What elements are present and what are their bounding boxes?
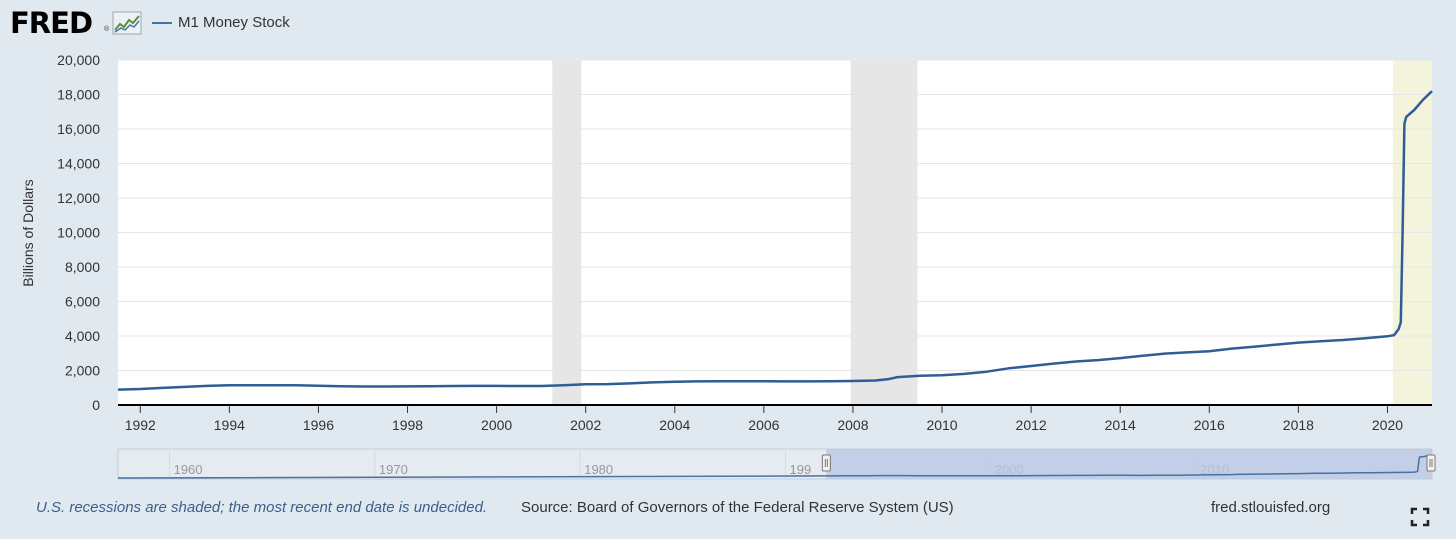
- x-axis: 1992 1994 1996 1998 2000 2002 2004 2006 2008 2010…: [125, 405, 1403, 433]
- y-tick-label: 10,000: [57, 225, 100, 241]
- legend-label: M1 Money Stock: [178, 14, 290, 31]
- y-tick-label: 4,000: [65, 328, 100, 344]
- x-tick-label: 2020: [1372, 417, 1403, 433]
- x-tick-label: 2000: [481, 417, 512, 433]
- x-tick-label: 2012: [1016, 417, 1047, 433]
- source-text: Source: Board of Governors of the Federa…: [521, 499, 954, 516]
- recession-note: U.S. recessions are shaded; the most rec…: [36, 499, 488, 516]
- y-tick-label: 6,000: [65, 294, 100, 310]
- x-tick-label: 1994: [214, 417, 245, 433]
- navigator-handle-left[interactable]: [821, 454, 831, 472]
- y-tick-label: 14,000: [57, 156, 100, 172]
- legend[interactable]: M1 Money Stock: [152, 14, 290, 31]
- x-tick-label: 1998: [392, 417, 423, 433]
- y-tick-label: 20,000: [57, 52, 100, 68]
- y-axis: 0 2,000 4,000 6,000 8,000 10,000 12,000 14,000 1…: [57, 52, 100, 413]
- navigator[interactable]: 19601970198019920002010: [117, 448, 1436, 480]
- navigator-selection[interactable]: [826, 449, 1432, 479]
- y-tick-label: 0: [92, 397, 100, 413]
- navigator-tick-label: 199: [790, 462, 812, 477]
- fred-link[interactable]: fred.stlouisfed.org: [1211, 499, 1331, 516]
- navigator-handle-right[interactable]: [1426, 454, 1436, 472]
- series-line-m1-money-stock[interactable]: [117, 90, 1433, 391]
- registered-mark: ®: [104, 26, 110, 33]
- x-tick-label: 2006: [748, 417, 779, 433]
- y-axis-label: Billions of Dollars: [20, 179, 36, 286]
- handle-grip[interactable]: [1426, 454, 1436, 472]
- handle-grip[interactable]: [821, 454, 831, 472]
- navigator-tick-label: 1980: [584, 462, 613, 477]
- x-tick-label: 2004: [659, 417, 690, 433]
- x-tick-label: 2016: [1194, 417, 1225, 433]
- x-tick-label: 1992: [125, 417, 156, 433]
- navigator-series: [117, 454, 1433, 479]
- x-tick-label: 1996: [303, 417, 334, 433]
- y-tick-label: 2,000: [65, 363, 100, 379]
- y-tick-label: 8,000: [65, 259, 100, 275]
- y-tick-label: 18,000: [57, 87, 100, 103]
- navigator-tick-label: 1960: [174, 462, 203, 477]
- fred-graph-icon: [112, 11, 142, 35]
- fullscreen-icon[interactable]: [1410, 507, 1430, 527]
- legend-swatch: [152, 21, 172, 24]
- x-tick-label: 2018: [1283, 417, 1314, 433]
- x-tick-label: 2010: [926, 417, 957, 433]
- gridlines: [118, 59, 1432, 371]
- fred-logo[interactable]: FRED: [10, 6, 93, 40]
- navigator-tick-label: 1970: [379, 462, 408, 477]
- x-tick-label: 2002: [570, 417, 601, 433]
- x-tick-label: 2014: [1105, 417, 1136, 433]
- y-tick-label: 16,000: [57, 121, 100, 137]
- chart-header: FRED ® M1 Money Stock: [0, 0, 1456, 48]
- line-chart[interactable]: 0 2,000 4,000 6,000 8,000 10,000 12,000 14,000 1…: [0, 0, 1456, 490]
- y-tick-label: 12,000: [57, 190, 100, 206]
- x-tick-label: 2008: [837, 417, 868, 433]
